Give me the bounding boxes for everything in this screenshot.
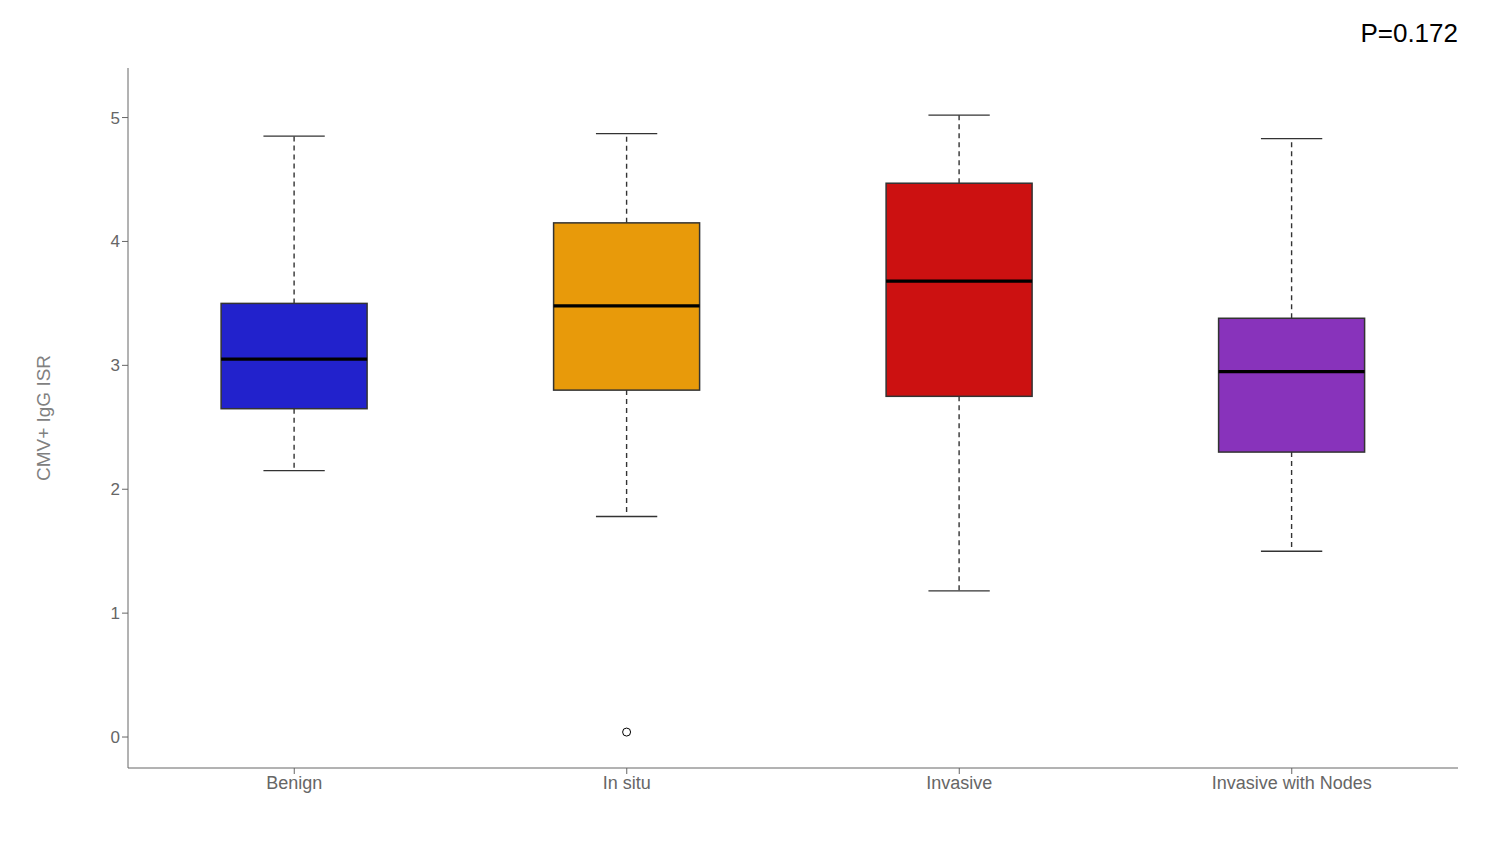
svg-text:4: 4 bbox=[111, 232, 120, 251]
svg-text:CMV+ IgG ISR: CMV+ IgG ISR bbox=[33, 355, 54, 481]
html-text:P=0.172: P=0.172 bbox=[1360, 18, 1458, 48]
svg-text:2: 2 bbox=[111, 480, 120, 499]
svg-text:5: 5 bbox=[111, 109, 120, 128]
svg-text:Invasive: Invasive bbox=[926, 773, 992, 793]
svg-text:3: 3 bbox=[111, 356, 120, 375]
svg-text:In situ: In situ bbox=[603, 773, 651, 793]
svg-text:Invasive with Nodes: Invasive with Nodes bbox=[1212, 773, 1372, 793]
svg-text:1: 1 bbox=[111, 604, 120, 623]
svg-text:Benign: Benign bbox=[266, 773, 322, 793]
svg-text:0: 0 bbox=[111, 728, 120, 747]
